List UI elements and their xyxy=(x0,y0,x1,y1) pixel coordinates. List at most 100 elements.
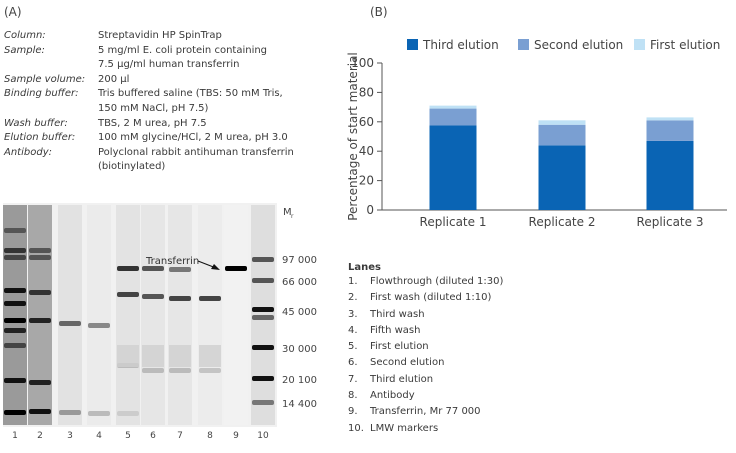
mr-subscript: r xyxy=(291,213,294,220)
gel-band xyxy=(169,267,191,272)
parameter-key: Wash buffer: xyxy=(4,117,68,129)
gel-band xyxy=(252,315,274,320)
mw-marker-label: 14 400 xyxy=(282,399,317,410)
parameter-key: Antibody: xyxy=(4,146,52,158)
bar-segment-first-elution xyxy=(538,120,586,125)
lane-description: Third elution xyxy=(370,373,434,385)
gel-band xyxy=(88,323,110,328)
panel-b-label: (B) xyxy=(370,5,388,19)
lane-description: Transferrin, Mr 77 000 xyxy=(370,406,481,418)
gel-smear xyxy=(117,345,139,367)
gel-band xyxy=(29,380,51,385)
lane-number-label: 3 xyxy=(67,431,73,441)
y-tick-label: 0 xyxy=(366,203,374,217)
lane-number-label: 9 xyxy=(233,431,239,441)
lane-legend-item: 3. Third wash xyxy=(348,309,503,325)
gel-lane xyxy=(28,205,52,425)
parameter-value: Polyclonal rabbit antihuman transferrin … xyxy=(98,146,294,173)
y-axis-label: Percentage of start material xyxy=(346,52,360,221)
parameter-value: TBS, 2 M urea, pH 7.5 xyxy=(98,117,207,129)
lane-number-label: 2 xyxy=(37,431,43,441)
gel-band xyxy=(252,345,274,350)
bar-segment-first-elution xyxy=(429,105,477,109)
gel-band xyxy=(4,228,26,233)
gel-band xyxy=(4,410,26,415)
parameter-row: Sample: 5 mg/ml E. coli protein containin… xyxy=(4,44,328,73)
gel-band xyxy=(252,278,274,283)
parameter-row: Column: Streptavidin HP SpinTrap xyxy=(4,29,328,44)
lane-number-label: 4 xyxy=(96,431,102,441)
parameter-key: Elution buffer: xyxy=(4,132,76,144)
parameter-row: Antibody: Polyclonal rabbit antihuman tra… xyxy=(4,146,328,175)
lane-number: 2. xyxy=(348,292,358,304)
parameter-row: Sample volume: 200 µl xyxy=(4,73,328,88)
gel-smear xyxy=(199,345,221,367)
lane-legend-item: 6. Second elution xyxy=(348,357,503,373)
gel-band xyxy=(142,368,164,373)
y-tick-label: 80 xyxy=(359,85,374,99)
gel-band xyxy=(142,294,164,299)
lane-legend-item: 2. First wash (diluted 1:10) xyxy=(348,292,503,308)
gel-smear xyxy=(169,345,191,367)
lane-legend-item: 10. LMW markers xyxy=(348,423,503,439)
x-tick-label: Replicate 2 xyxy=(529,215,596,229)
parameter-value: Tris buffered saline (TBS: 50 mM Tris, 1… xyxy=(98,88,283,114)
mw-marker-label: 20 100 xyxy=(282,375,317,386)
parameter-row: Elution buffer: 100 mM glycine/HCl, 2 M u… xyxy=(4,131,328,146)
gel-band xyxy=(4,318,26,323)
mw-marker-label: 45 000 xyxy=(282,307,317,318)
gel-lane xyxy=(168,205,192,425)
gel-band xyxy=(199,368,221,373)
x-tick-label: Replicate 1 xyxy=(420,215,487,229)
gel-lane xyxy=(224,205,248,425)
gel-lane xyxy=(198,205,222,425)
lane-description: First wash (diluted 1:10) xyxy=(370,292,492,304)
legend-label: Third elution xyxy=(422,38,499,52)
gel-band xyxy=(252,257,274,262)
lane-number-label: 10 xyxy=(257,431,269,441)
lane-number: 10. xyxy=(348,422,364,434)
lane-number: 6. xyxy=(348,357,358,369)
gel-band xyxy=(252,376,274,381)
gel-band xyxy=(59,410,81,415)
legend-label: First elution xyxy=(650,38,720,52)
gel-band xyxy=(29,318,51,323)
mw-marker-label: 97 000 xyxy=(282,255,317,266)
bar-segment-second-elution xyxy=(538,124,586,146)
bar-segment-second-elution xyxy=(429,108,477,126)
parameter-value: 100 mM glycine/HCl, 2 M urea, pH 3.0 xyxy=(98,132,288,144)
parameter-row: Wash buffer: TBS, 2 M urea, pH 7.5 xyxy=(4,117,328,132)
gel-band xyxy=(199,296,221,301)
lane-description: First elution xyxy=(370,341,429,353)
gel-band xyxy=(88,411,110,416)
lane-number: 3. xyxy=(348,308,358,320)
parameter-row: Binding buffer: Tris buffered saline (TBS… xyxy=(4,87,328,116)
mw-marker-label: 30 000 xyxy=(282,344,317,355)
panel-a-label: (A) xyxy=(4,5,22,19)
gel-lane xyxy=(87,205,111,425)
gel-band xyxy=(29,409,51,414)
lane-legend-item: 4. Fifth wash xyxy=(348,325,503,341)
gel-band xyxy=(59,321,81,326)
lane-description: Flowthrough (diluted 1:30) xyxy=(370,276,504,287)
parameter-value: Streptavidin HP SpinTrap xyxy=(98,30,222,41)
y-tick-label: 100 xyxy=(351,56,374,70)
gel-band xyxy=(29,255,51,260)
bar-segment-first-elution xyxy=(646,117,694,121)
mw-marker-label: 66 000 xyxy=(282,277,317,288)
gel-band xyxy=(4,378,26,383)
lane-number-label: 6 xyxy=(150,431,156,441)
lane-description: LMW markers xyxy=(370,422,439,434)
legend-label: Second elution xyxy=(534,38,623,52)
lane-legend-item: 5. First elution xyxy=(348,341,503,357)
lane-number: 4. xyxy=(348,324,358,336)
bar-segment-second-elution xyxy=(646,120,694,141)
lane-description: Antibody xyxy=(370,390,415,402)
gel-band xyxy=(29,248,51,253)
gel-lane xyxy=(3,205,27,425)
y-tick-label: 40 xyxy=(359,144,374,158)
lane-description: Fifth wash xyxy=(370,324,421,336)
gel-band xyxy=(252,400,274,405)
